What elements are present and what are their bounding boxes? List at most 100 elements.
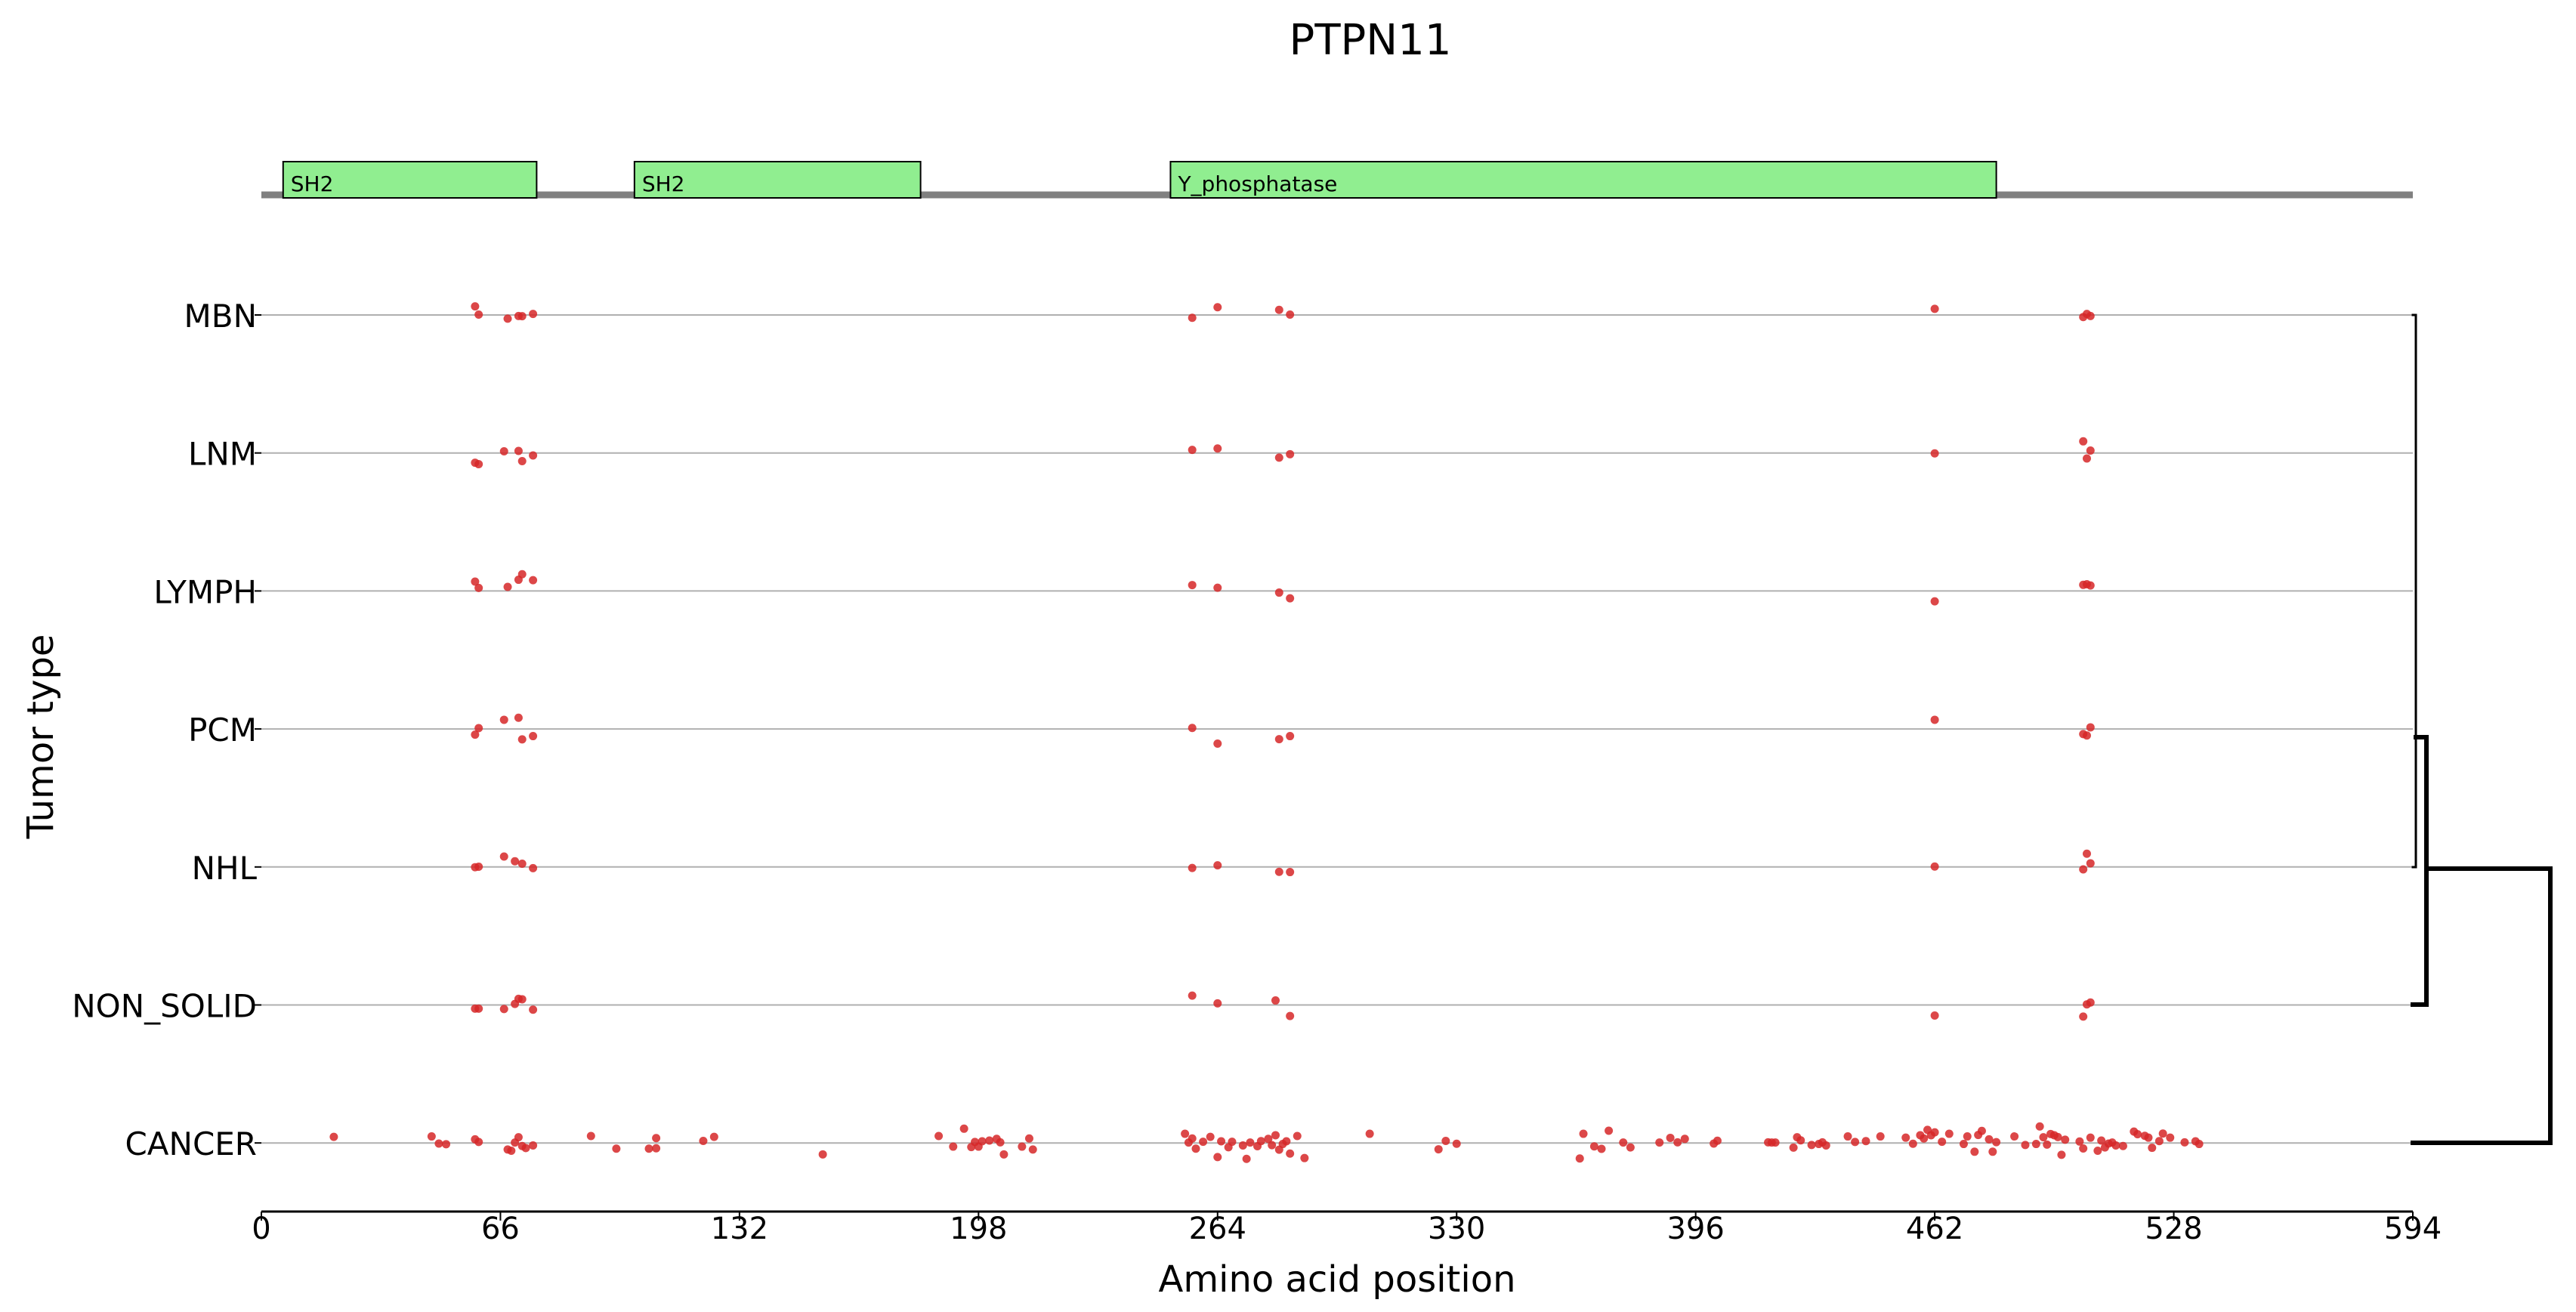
point-cancer-70 [1626,1143,1635,1152]
point-cancer-118 [2061,1135,2070,1144]
point-mbn-9 [1274,305,1283,314]
point-cancer-43 [1217,1137,1226,1146]
point-cancer-33 [1018,1142,1027,1151]
point-cancer-38 [1188,1134,1197,1143]
point-nhl-11 [1930,862,1939,871]
y-tick-label-cancer: CANCER [125,1125,257,1162]
point-cancer-80 [1789,1143,1798,1152]
point-pcm-11 [1930,715,1939,724]
point-cancer-120 [2079,1144,2088,1153]
point-cancer-127 [2111,1141,2120,1150]
point-cancer-106 [1988,1147,1997,1156]
point-cancer-72 [1666,1133,1675,1142]
y-tick-label-mbn: MBN [184,298,257,335]
point-nhl-8 [1213,861,1222,870]
point-nhl-6 [529,863,538,872]
domain-box-sh2-1 [282,161,538,199]
x-tick-label-396: 396 [1666,1212,1724,1246]
y-tick-label-nhl: NHL [192,850,258,887]
point-cancer-66 [1589,1142,1598,1151]
point-cancer-4 [442,1140,451,1149]
domain-box-y-phosphatase-3 [1169,161,1997,199]
point-pcm-8 [1213,739,1222,749]
point-pcm-5 [517,735,527,744]
y-tick-labels: MBN LNM LYMPH PCM NHL NON_SOLID CANCER [72,298,261,1162]
point-non-solid-15 [2086,998,2095,1007]
x-tick-label-264: 264 [1189,1212,1246,1246]
point-mbn-3 [503,314,512,323]
point-pcm-1 [471,730,480,739]
point-cancer-17 [652,1134,661,1143]
point-pcm-10 [1286,732,1295,741]
point-lymph-3 [503,582,512,591]
data-points [329,302,2204,1163]
point-non-solid-13 [2079,1012,2088,1021]
point-cancer-68 [1605,1126,1614,1135]
point-pcm-9 [1274,735,1283,744]
point-cancer-16 [644,1144,653,1153]
point-cancer-92 [1908,1139,1917,1148]
x-axis: 0 66 132 198 264 330 396 462 528 594 [252,1210,2442,1246]
point-cancer-136 [2166,1133,2175,1142]
point-cancer-116 [2053,1132,2062,1141]
point-cancer-121 [2086,1133,2095,1142]
point-cancer-56 [1282,1137,1291,1146]
point-cancer-122 [2093,1146,2102,1155]
point-cancer-63 [1452,1139,1461,1148]
point-cancer-47 [1242,1154,1251,1163]
point-cancer-23 [949,1142,958,1151]
point-pcm-13 [2082,731,2091,740]
y-tick-label-pcm: PCM [188,712,257,749]
point-lnm-8 [1213,444,1222,453]
point-lymph-10 [1286,594,1295,603]
point-lymph-11 [1930,597,1939,606]
point-cancer-58 [1293,1131,1302,1141]
point-cancer-61 [1434,1145,1443,1154]
point-pcm-4 [514,713,523,722]
point-lnm-11 [1930,449,1939,458]
point-mbn-14 [2086,311,2095,320]
point-cancer-6 [474,1138,483,1147]
point-nhl-3 [499,852,508,861]
point-mbn-2 [474,310,483,319]
point-lnm-7 [1188,446,1197,455]
domain-label-sh2-1: SH2 [291,171,334,196]
point-nhl-9 [1274,867,1283,876]
point-cancer-94 [1920,1134,1929,1143]
point-cancer-71 [1655,1138,1664,1147]
point-pcm-3 [499,715,508,724]
point-cancer-19 [699,1137,708,1145]
point-non-solid-12 [1930,1011,1939,1020]
point-mbn-10 [1286,310,1295,319]
point-cancer-86 [1821,1141,1830,1150]
point-cancer-99 [1944,1129,1954,1138]
point-cancer-15 [612,1144,621,1153]
point-nhl-4 [511,857,520,866]
x-axis-label: Amino acid position [1159,1258,1516,1301]
point-nhl-10 [1286,868,1295,877]
point-cancer-3 [434,1139,443,1148]
domain-layer: SH2 SH2 Y_phosphatase [282,161,1997,199]
point-cancer-41 [1206,1132,1215,1141]
point-lnm-3 [499,447,508,456]
point-cancer-132 [2144,1133,2153,1142]
point-pcm-6 [529,732,538,741]
point-cancer-29 [985,1136,994,1145]
point-cancer-97 [1930,1128,1939,1137]
point-cancer-89 [1861,1137,1870,1146]
point-cancer-40 [1199,1138,1208,1147]
point-cancer-112 [2039,1133,2048,1142]
point-cancer-14 [586,1131,595,1141]
dendrogram-root [2411,866,2553,1145]
point-cancer-34 [1024,1134,1033,1143]
point-cancer-102 [1970,1147,1979,1156]
point-cancer-98 [1938,1138,1947,1147]
point-cancer-64 [1575,1154,1584,1163]
point-mbn-7 [1188,313,1197,323]
point-cancer-52 [1268,1141,1277,1150]
point-lnm-9 [1274,453,1283,462]
point-cancer-87 [1843,1132,1852,1141]
point-cancer-91 [1901,1133,1910,1142]
